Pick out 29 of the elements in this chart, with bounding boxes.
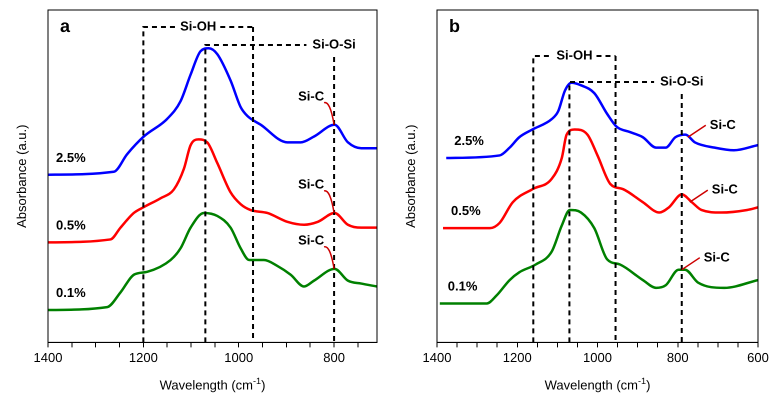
ref-line-label: Si-OH: [556, 48, 592, 63]
annotation: Si-C: [710, 116, 736, 132]
x-tick-label: 1400: [422, 350, 452, 365]
x-tick-label: 1200: [502, 350, 532, 365]
series-label: 0.5%: [56, 217, 86, 232]
series-label: 0.5%: [451, 203, 482, 218]
x-tick-label: 1000: [583, 350, 612, 365]
x-tick-label: 600: [747, 350, 769, 365]
ref-line-label: Si-OH: [180, 18, 216, 34]
annotation: Si-C: [298, 176, 325, 192]
y-axis-title: Absorbance (a.u.): [14, 124, 29, 228]
ref-line-label: Si-O-Si: [660, 74, 704, 89]
y-axis-title: Absorbance (a.u.): [403, 124, 418, 228]
x-tick-label: 1200: [128, 350, 158, 365]
x-tick-label: 800: [323, 350, 345, 365]
x-tick-label: 1000: [224, 350, 254, 365]
ref-line-label: Si-O-Si: [312, 36, 356, 52]
x-tick-label: 1400: [34, 350, 62, 365]
x-tick-label: 800: [666, 350, 689, 365]
series-label: 0.1%: [56, 285, 86, 300]
series-label: 0.1%: [448, 278, 478, 294]
annotation: Si-C: [298, 232, 325, 248]
series-label: 2.5%: [454, 133, 484, 148]
annotation: Si-C: [298, 88, 325, 104]
annotation: Si-C: [704, 249, 730, 264]
annotation: Si-C: [712, 182, 738, 197]
chart-title: a: [60, 16, 71, 36]
series-label: 2.5%: [56, 150, 86, 165]
chart-title: b: [449, 16, 460, 36]
